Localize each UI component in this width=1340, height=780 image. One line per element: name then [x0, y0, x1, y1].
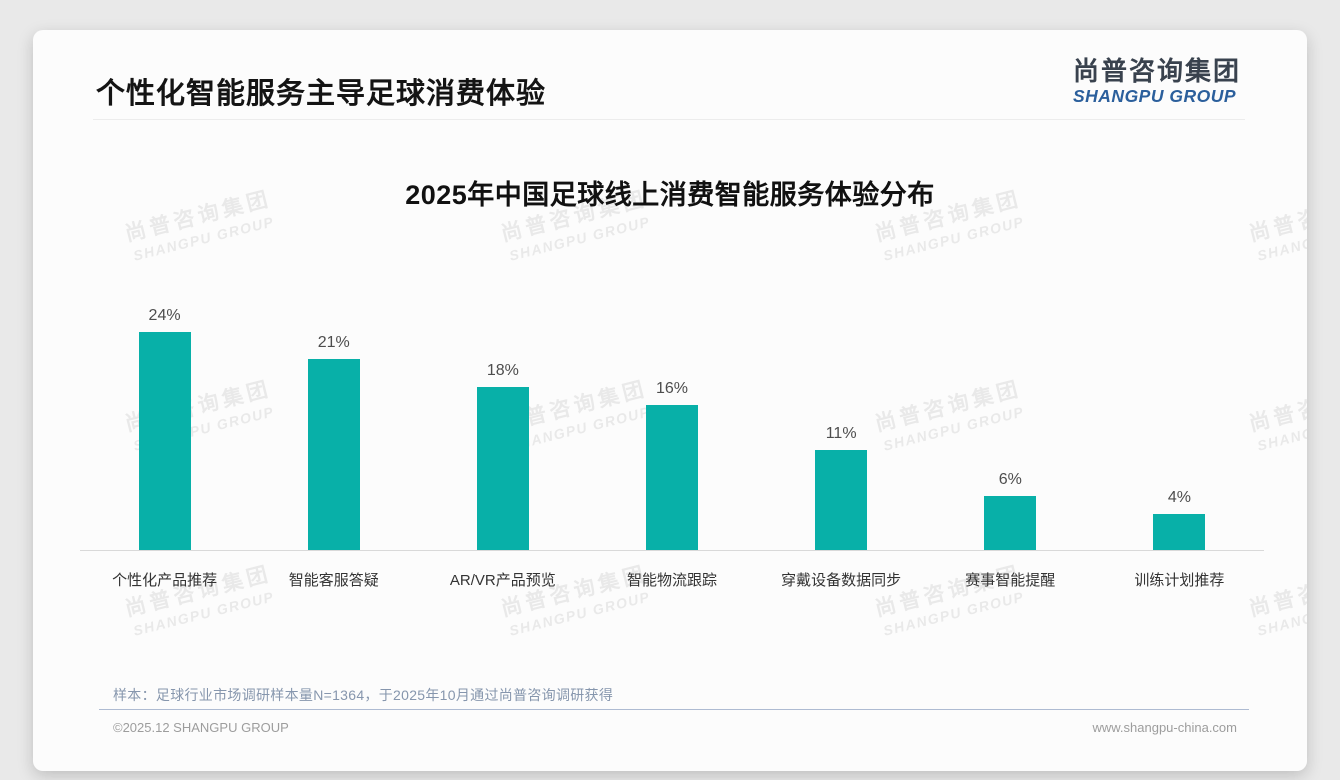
bar-slot: 16%: [587, 298, 756, 550]
header-divider: [93, 119, 1245, 120]
watermark-text-en: SHANGPU GROUP: [131, 588, 276, 639]
copyright-text: ©2025.12 SHANGPU GROUP: [113, 720, 289, 735]
category-label: 穿戴设备数据同步: [781, 572, 902, 589]
watermark-text-zh: 尚普咨询集团: [1246, 562, 1307, 622]
chart-title: 2025年中国足球线上消费智能服务体验分布: [405, 180, 935, 210]
category-label: 个性化产品推荐: [112, 572, 218, 589]
watermark-text-zh: 尚普咨询集团: [498, 562, 650, 622]
bar-value-label: 24%: [148, 307, 181, 324]
logo-text-zh: 尚普咨询集团: [1072, 56, 1241, 86]
bar-value-label: 4%: [1167, 489, 1191, 506]
category-label: 智能物流跟踪: [626, 572, 717, 589]
bar-slot: 18%: [418, 298, 587, 550]
source-note: 样本：足球行业市场调研样本量N=1364，于2025年10月通过尚普咨询调研获得: [113, 687, 614, 703]
report-card: 尚普咨询集团 SHANGPU GROUP 尚普咨询集团 SHANGPU GROUP 尚普…: [33, 30, 1307, 771]
bar-value-label: 16%: [655, 380, 688, 397]
category-label: 智能客服答疑: [288, 572, 379, 589]
page-title: 个性化智能服务主导足球消费体验: [96, 78, 547, 110]
bar: [984, 496, 1037, 550]
watermark-text-en: SHANGPU GROUP: [507, 213, 652, 264]
category-label: AR/VR产品预览: [449, 572, 556, 589]
bar-value-label: 21%: [317, 334, 350, 351]
bar: [645, 405, 698, 550]
bar: [138, 332, 191, 550]
footer: ©2025.12 SHANGPU GROUP www.shangpu-china…: [113, 720, 1237, 735]
bar-slot: 24%: [80, 298, 249, 550]
bar-slot: 6%: [926, 298, 1095, 550]
bar: [307, 359, 360, 550]
website-url: www.shangpu-china.com: [1092, 720, 1237, 735]
bar-value-label: 18%: [486, 362, 519, 379]
bar-slot: 4%: [1095, 298, 1264, 550]
watermark-text-zh: 尚普咨询集团: [872, 562, 1024, 622]
watermark-text-en: SHANGPU GROUP: [1255, 213, 1307, 264]
bar: [815, 450, 868, 550]
watermark-text-en: SHANGPU GROUP: [881, 588, 1026, 639]
bar-slot: 11%: [757, 298, 926, 550]
logo-text-en: SHANGPU GROUP: [1072, 86, 1237, 107]
category-label: 训练计划推荐: [1134, 572, 1225, 589]
company-logo: 尚普咨询集团 SHANGPU GROUP: [1072, 56, 1241, 107]
bar: [1153, 514, 1206, 550]
bar: [476, 387, 529, 550]
bar-chart: 24% 21% 18% 16% 11% 6% 4%: [80, 298, 1264, 551]
bar-slot: 21%: [249, 298, 418, 550]
category-label: 赛事智能提醒: [965, 572, 1056, 589]
watermark-text-en: SHANGPU GROUP: [507, 588, 652, 639]
bar-value-label: 11%: [825, 425, 857, 442]
bar-value-label: 6%: [998, 471, 1022, 488]
watermark-text-en: SHANGPU GROUP: [131, 213, 276, 264]
watermark-text-zh: 尚普咨询集团: [122, 562, 274, 622]
footer-divider: [99, 709, 1249, 710]
watermark-text-en: SHANGPU GROUP: [1255, 588, 1307, 639]
category-axis: 个性化产品推荐 智能客服答疑 AR/VR产品预览 智能物流跟踪 穿戴设备数据同步 赛事智能…: [80, 569, 1264, 590]
watermark-text-en: SHANGPU GROUP: [881, 213, 1026, 264]
